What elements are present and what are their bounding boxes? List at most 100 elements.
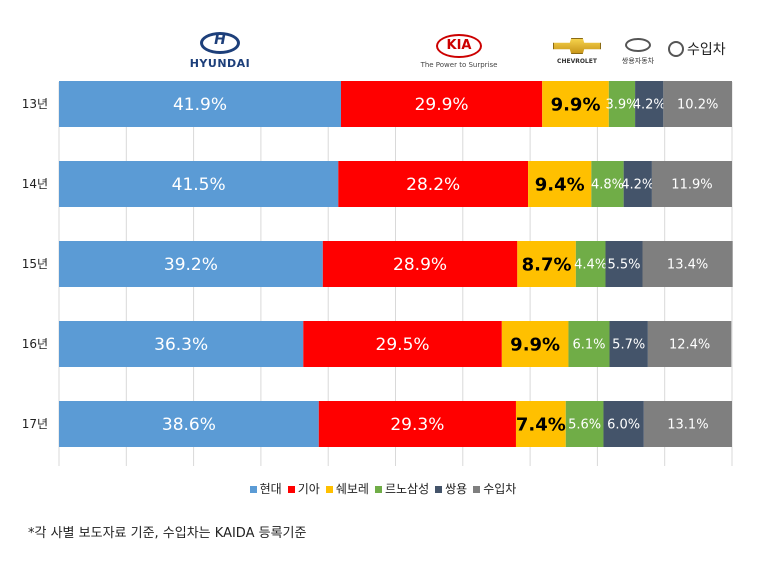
legend-swatch bbox=[435, 486, 443, 493]
legend-swatch bbox=[473, 486, 481, 493]
legend-label: 기아 bbox=[297, 482, 320, 496]
category-label: 13년 bbox=[22, 97, 48, 111]
bar-segment bbox=[623, 161, 652, 207]
data-label: 38.6% bbox=[162, 415, 216, 435]
bar-segment bbox=[605, 241, 643, 287]
data-label: 8.7% bbox=[522, 254, 572, 275]
data-label: 4.4% bbox=[574, 258, 607, 273]
brand-ssangyong-label: 쌍용자동차 bbox=[621, 57, 655, 65]
brand-kia-tagline: The Power to Surprise bbox=[420, 61, 498, 69]
legend-item: 쉐보레 bbox=[325, 480, 369, 497]
bar-segment bbox=[59, 81, 341, 127]
data-label: 29.3% bbox=[390, 415, 444, 435]
bar-segment bbox=[642, 241, 733, 287]
bar-segment bbox=[609, 321, 648, 367]
data-label: 10.2% bbox=[677, 98, 718, 113]
data-label: 28.9% bbox=[393, 255, 447, 275]
bar-segment bbox=[322, 241, 518, 287]
brand-import: 수입차 bbox=[668, 38, 748, 59]
data-label: 4.2% bbox=[633, 98, 666, 113]
bar-segment bbox=[663, 81, 732, 127]
chart-legend: 현대 기아 쉐보레 르노삼성 쌍용 수입차 bbox=[0, 480, 766, 497]
bar-segment bbox=[59, 161, 339, 207]
bar-segment bbox=[651, 161, 732, 207]
legend-label: 쌍용 bbox=[445, 482, 468, 496]
brand-kia: KIA The Power to Surprise bbox=[418, 34, 500, 69]
footnote: *각 사별 보도자료 기준, 수입차는 KAIDA 등록기준 bbox=[28, 526, 307, 541]
data-label: 13.4% bbox=[667, 258, 708, 273]
data-label: 13.1% bbox=[667, 418, 708, 433]
legend-label: 현대 bbox=[259, 482, 282, 496]
brand-import-label: 수입차 bbox=[687, 41, 726, 58]
brand-ssangyong: 쌍용자동차 bbox=[614, 38, 662, 66]
brand-hyundai: HYUNDAI bbox=[180, 32, 260, 70]
bar-segment bbox=[517, 241, 576, 287]
legend-label: 쉐보레 bbox=[335, 482, 369, 496]
legend-label: 르노삼성 bbox=[384, 482, 430, 496]
data-label: 39.2% bbox=[164, 255, 218, 275]
category-label: 16년 bbox=[22, 337, 48, 351]
legend-item: 르노삼성 bbox=[374, 480, 430, 497]
data-label: 41.5% bbox=[172, 175, 226, 195]
data-label: 5.5% bbox=[607, 258, 640, 273]
bar-segment bbox=[643, 401, 732, 447]
data-label: 6.1% bbox=[572, 338, 605, 353]
bar-segment bbox=[528, 161, 592, 207]
legend-label: 수입차 bbox=[483, 482, 517, 496]
legend-swatch bbox=[249, 486, 257, 493]
legend-item: 쌍용 bbox=[435, 480, 467, 497]
bar-segment bbox=[542, 81, 609, 127]
legend-item: 수입차 bbox=[473, 480, 516, 497]
data-label: 12.4% bbox=[669, 338, 710, 353]
data-label: 41.9% bbox=[173, 95, 227, 115]
bar-segment bbox=[575, 241, 606, 287]
data-label: 9.4% bbox=[535, 174, 585, 195]
bar-segment bbox=[568, 321, 610, 367]
bar-segment bbox=[515, 401, 566, 447]
bar-segment bbox=[59, 321, 304, 367]
bar-segment bbox=[59, 241, 323, 287]
legend-item: 현대 bbox=[249, 480, 282, 497]
brand-chevrolet: CHEVROLET bbox=[546, 38, 608, 65]
bar-segment bbox=[59, 401, 319, 447]
data-label: 29.5% bbox=[376, 335, 430, 355]
hyundai-logo-icon bbox=[200, 32, 240, 54]
data-label: 6.0% bbox=[607, 418, 640, 433]
category-label: 17년 bbox=[22, 417, 48, 431]
bar-segment bbox=[635, 81, 664, 127]
data-label: 11.9% bbox=[671, 178, 712, 193]
data-label: 9.9% bbox=[551, 94, 601, 115]
data-label: 4.2% bbox=[621, 178, 654, 193]
brand-chevrolet-label: CHEVROLET bbox=[557, 58, 597, 65]
legend-item: 기아 bbox=[287, 480, 320, 497]
data-label: 3.9% bbox=[605, 98, 638, 113]
bar-segment bbox=[647, 321, 732, 367]
legend-swatch bbox=[325, 486, 333, 493]
legend-swatch bbox=[287, 486, 295, 493]
data-label: 5.7% bbox=[612, 338, 645, 353]
bar-segment bbox=[501, 321, 569, 367]
data-label: 28.2% bbox=[406, 175, 460, 195]
chevrolet-bowtie-icon bbox=[553, 38, 601, 54]
import-logo-icon bbox=[668, 40, 684, 57]
data-label: 7.4% bbox=[516, 414, 566, 435]
bar-segment bbox=[303, 321, 502, 367]
bar-segment bbox=[340, 81, 543, 127]
brand-hyundai-label: HYUNDAI bbox=[189, 57, 251, 70]
data-label: 9.9% bbox=[510, 334, 560, 355]
data-label: 29.9% bbox=[415, 95, 469, 115]
data-label: 5.6% bbox=[568, 418, 601, 433]
bar-segment bbox=[318, 401, 516, 447]
legend-swatch bbox=[374, 486, 382, 493]
ssangyong-logo-icon bbox=[625, 38, 651, 52]
bar-segment bbox=[338, 161, 529, 207]
bar-segment bbox=[608, 81, 636, 127]
category-label: 15년 bbox=[22, 257, 48, 271]
category-label: 14년 bbox=[22, 177, 48, 191]
data-label: 36.3% bbox=[154, 335, 208, 355]
kia-logo-icon: KIA bbox=[436, 34, 482, 58]
bar-segment bbox=[565, 401, 604, 447]
data-label: 4.8% bbox=[591, 178, 624, 193]
bar-segment bbox=[603, 401, 644, 447]
